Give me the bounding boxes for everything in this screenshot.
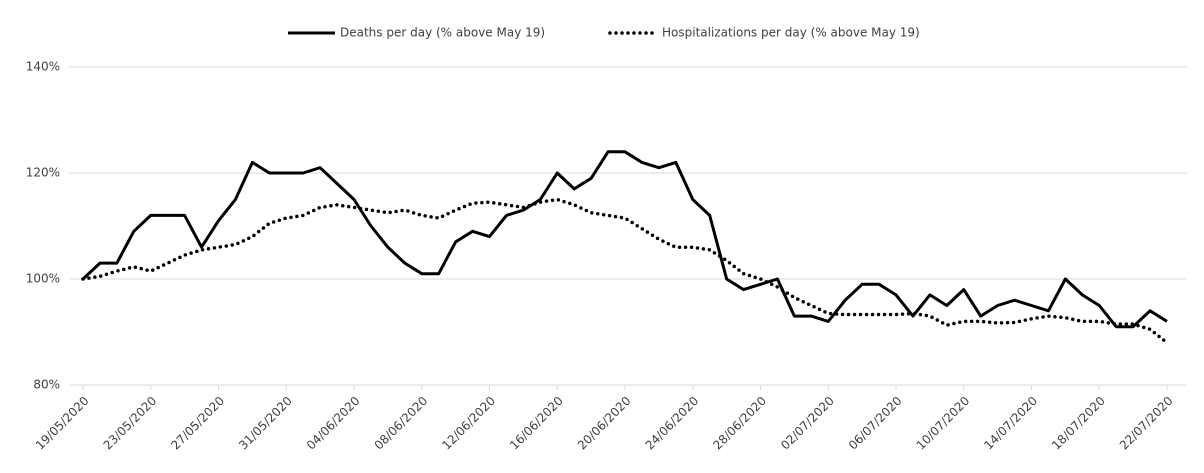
x-tick-label: 08/06/2020 (372, 394, 431, 453)
x-tick-label: 20/06/2020 (575, 394, 634, 453)
x-tick-label: 02/07/2020 (778, 394, 837, 453)
x-tick-label: 31/05/2020 (236, 394, 295, 453)
y-tick-label: 100% (26, 272, 60, 286)
x-tick-label: 10/07/2020 (914, 394, 973, 453)
x-tick-label: 27/05/2020 (168, 394, 227, 453)
y-tick-label: 140% (26, 60, 60, 74)
series-line (81, 150, 1168, 329)
y-tick-label: 80% (33, 378, 60, 392)
x-tick-label: 24/06/2020 (643, 394, 702, 453)
x-tick-label: 14/07/2020 (981, 394, 1040, 453)
x-tick-label: 23/05/2020 (101, 394, 160, 453)
legend-label: Deaths per day (% above May 19) (340, 26, 545, 40)
x-tick-label: 12/06/2020 (439, 394, 498, 453)
x-tick-label: 19/05/2020 (33, 394, 92, 453)
x-tick-label: 06/07/2020 (846, 394, 905, 453)
legend-label: Hospitalizations per day (% above May 19… (662, 26, 920, 40)
y-tick-label: 120% (26, 166, 60, 180)
series-line (81, 197, 1169, 345)
x-tick-label: 16/06/2020 (507, 394, 566, 453)
x-tick-label: 18/07/2020 (1049, 394, 1108, 453)
x-tick-label: 04/06/2020 (304, 394, 363, 453)
x-tick-label: 22/07/2020 (1117, 394, 1176, 453)
x-tick-label: 28/06/2020 (710, 394, 769, 453)
